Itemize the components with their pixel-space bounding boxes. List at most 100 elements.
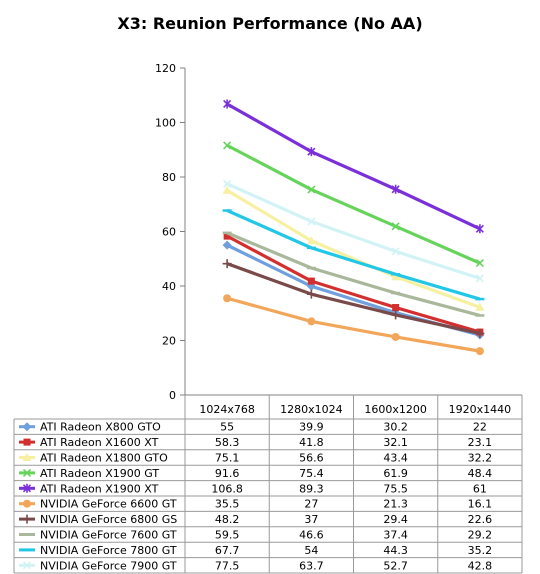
data-point <box>223 141 232 150</box>
y-tick-label: 80 <box>162 171 176 184</box>
data-point <box>307 147 316 157</box>
data-value-cell: 43.4 <box>383 452 408 465</box>
data-point <box>223 232 231 240</box>
series-3 <box>222 185 485 311</box>
data-value-cell: 39.9 <box>299 421 324 434</box>
series-line <box>226 182 481 280</box>
data-point <box>475 274 484 283</box>
legend-entry: NVIDIA GeForce 7900 GT <box>40 559 177 572</box>
table-row: NVIDIA GeForce 6600 GT 35.5 27 21.3 16.1 <box>19 498 492 511</box>
table-row: ATI Radeon X1900 GT 91.6 75.4 61.9 48.4 <box>19 467 492 480</box>
y-tick-label: 120 <box>155 62 176 75</box>
data-point <box>22 514 32 524</box>
y-tick-label: 20 <box>162 335 176 348</box>
data-point <box>307 317 316 326</box>
data-point <box>22 422 32 432</box>
data-value-cell: 75.1 <box>215 452 240 465</box>
data-value-cell: 21.3 <box>383 498 408 511</box>
series-5 <box>223 99 484 234</box>
data-value-cell: 56.6 <box>299 452 324 465</box>
data-point <box>307 277 315 285</box>
data-point <box>391 310 401 320</box>
y-tick-label: 100 <box>155 117 176 130</box>
legend-entry: ATI Radeon X1900 XT <box>40 482 159 495</box>
data-point <box>23 499 31 508</box>
data-table: 1024x768 1280x1024 1600x1200 1920x1440 ATI R… <box>13 395 523 574</box>
data-value-cell: 35.5 <box>215 498 240 511</box>
table-row: NVIDIA GeForce 7900 GT 77.5 63.7 52.7 42.8 <box>19 559 492 572</box>
data-value-cell: 22.6 <box>468 513 493 526</box>
series-line <box>226 143 481 265</box>
data-point <box>391 184 400 194</box>
legend-entry: NVIDIA GeForce 7800 GT <box>40 544 177 557</box>
data-value-cell: 106.8 <box>211 482 243 495</box>
series-line <box>226 296 481 353</box>
data-value-cell: 41.8 <box>299 436 324 449</box>
table-row: NVIDIA GeForce 6800 GS 48.2 37 29.4 22.6 <box>19 513 492 526</box>
data-value-cell: 55 <box>220 421 234 434</box>
series-8 <box>222 231 485 317</box>
data-point <box>223 294 232 303</box>
table-row: ATI Radeon X1900 XT 106.8 89.3 75.5 61 <box>19 482 487 495</box>
series-6 <box>223 294 484 356</box>
y-tick-label: 40 <box>162 280 176 293</box>
data-value-cell: 52.7 <box>383 559 408 572</box>
table-row: ATI Radeon X1800 GTO 75.1 56.6 43.4 32.2 <box>19 452 492 465</box>
data-value-cell: 22 <box>473 421 487 434</box>
data-value-cell: 89.3 <box>299 482 324 495</box>
data-value-cell: 35.2 <box>468 544 493 557</box>
data-point <box>475 259 484 268</box>
data-point <box>22 483 32 493</box>
data-point <box>307 217 316 226</box>
data-value-cell: 32.2 <box>468 452 493 465</box>
legend-entry: ATI Radeon X1800 GTO <box>40 452 168 465</box>
data-value-cell: 54 <box>304 544 318 557</box>
x-category-label: 1024x768 <box>199 403 255 416</box>
legend-entry: NVIDIA GeForce 6800 GS <box>40 513 177 526</box>
data-value-cell: 67.7 <box>215 544 240 557</box>
data-point <box>391 332 400 341</box>
data-point <box>475 302 485 311</box>
data-value-cell: 61.9 <box>383 467 408 480</box>
x-category-label: 1600x1200 <box>364 403 427 416</box>
series-7 <box>222 259 485 338</box>
series-line <box>226 209 481 301</box>
series-10 <box>223 179 484 283</box>
chart-title: X3: Reunion Performance (No AA) <box>117 14 423 33</box>
data-value-cell: 75.5 <box>383 482 408 495</box>
data-point <box>392 304 400 312</box>
data-point <box>391 222 400 231</box>
series-line <box>226 102 481 231</box>
series-line <box>226 234 481 334</box>
y-tick-label: 0 <box>169 389 176 402</box>
data-point <box>306 289 316 299</box>
series-4 <box>223 141 484 268</box>
data-value-cell: 63.7 <box>299 559 324 572</box>
table-row: NVIDIA GeForce 7800 GT 67.7 54 44.3 35.2 <box>19 544 492 557</box>
table-row: ATI Radeon X800 GTO 55 39.9 30.2 22 <box>19 421 487 434</box>
data-value-cell: 27 <box>304 498 318 511</box>
series-9 <box>222 209 485 301</box>
legend-entry: ATI Radeon X1600 XT <box>40 436 159 449</box>
x-category-label: 1280x1024 <box>280 403 343 416</box>
data-point <box>22 453 32 461</box>
series-line <box>226 262 481 335</box>
data-point <box>391 272 401 281</box>
data-value-cell: 61 <box>473 482 487 495</box>
data-value-cell: 32.1 <box>383 436 408 449</box>
data-value-cell: 37.4 <box>383 529 408 542</box>
data-point <box>475 328 485 338</box>
data-point <box>23 438 31 446</box>
data-value-cell: 29.2 <box>468 529 493 542</box>
series-line <box>226 188 481 309</box>
data-value-cell: 91.6 <box>215 467 240 480</box>
data-point <box>391 247 400 256</box>
series-layer <box>222 99 485 356</box>
data-value-cell: 75.4 <box>299 467 324 480</box>
data-point <box>222 240 232 250</box>
data-point <box>222 259 232 269</box>
table-row: NVIDIA GeForce 7600 GT 59.5 46.6 37.4 29.2 <box>19 529 492 542</box>
data-value-cell: 44.3 <box>383 544 408 557</box>
data-point <box>22 561 32 570</box>
